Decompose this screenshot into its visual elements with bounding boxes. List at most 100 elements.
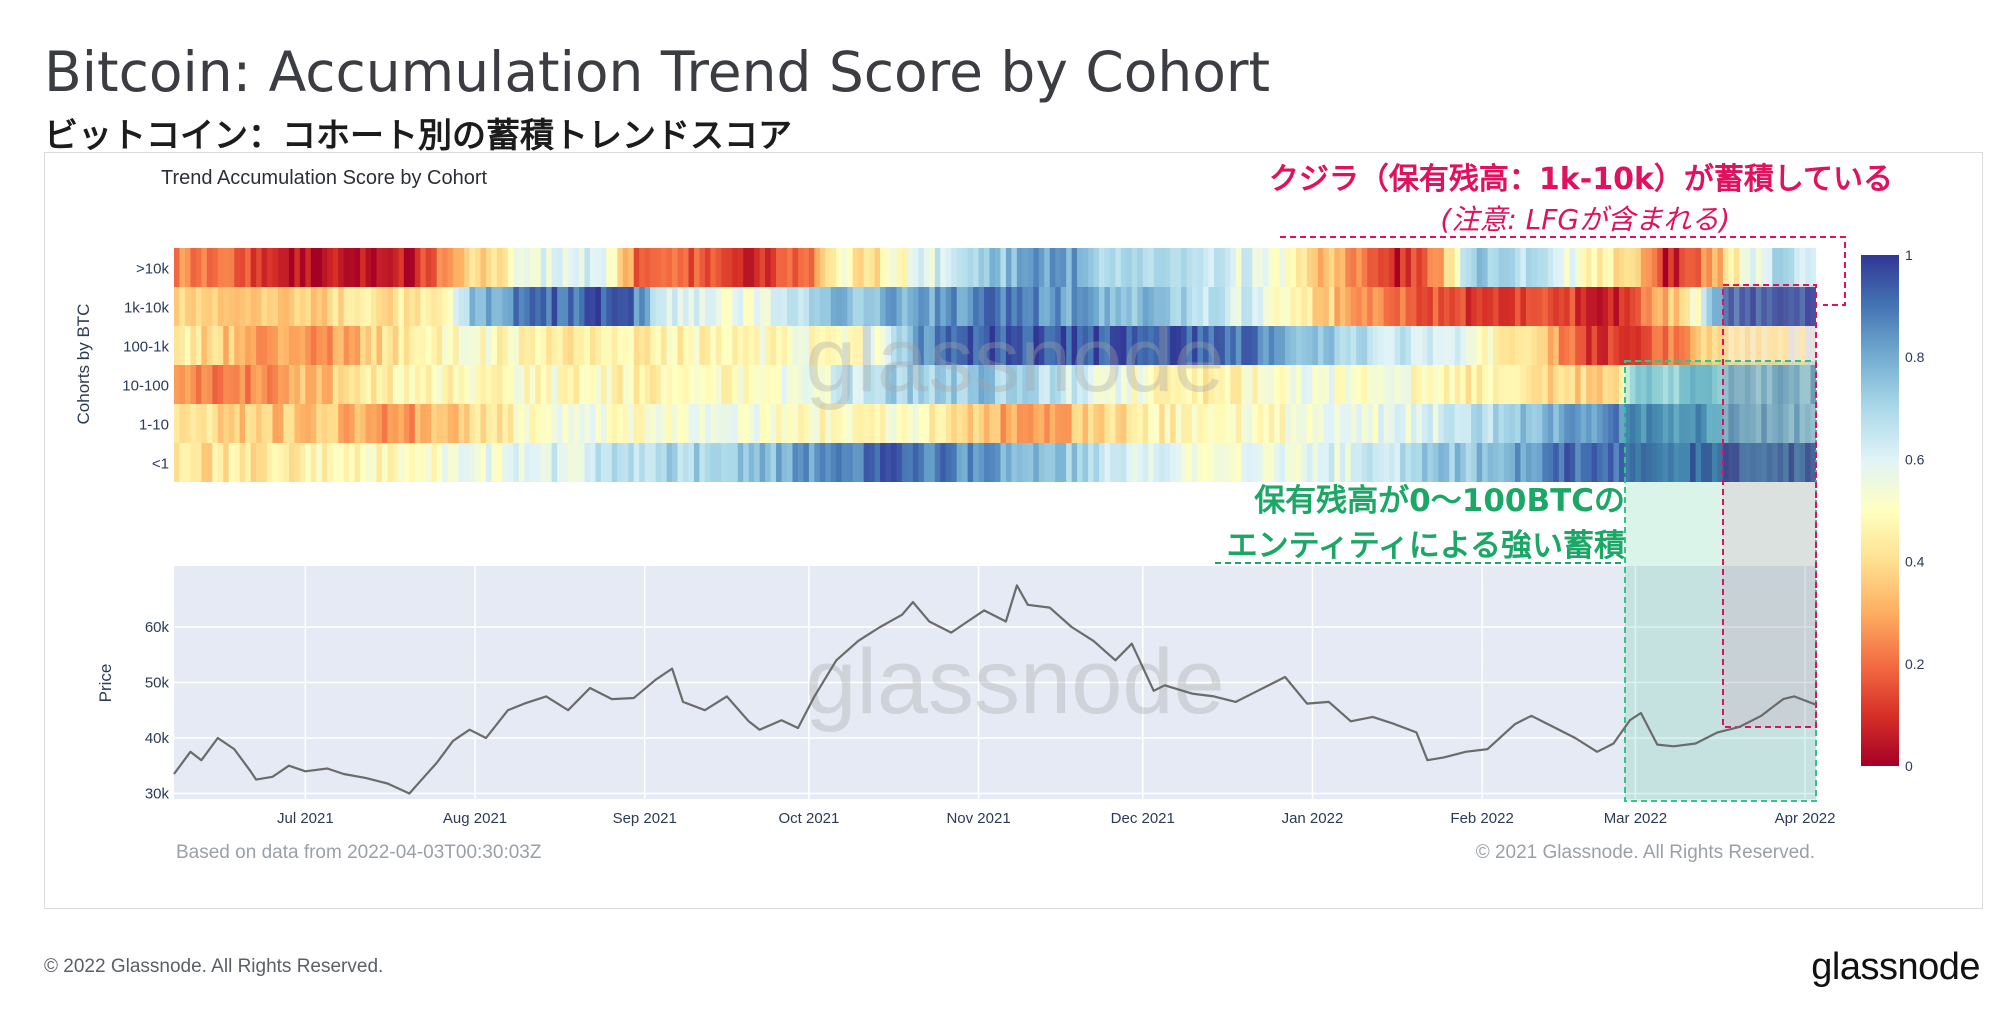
- heatmap-cell: [1197, 443, 1204, 482]
- heatmap-cell: [371, 326, 378, 365]
- heatmap-cell: [562, 326, 569, 365]
- heatmap-cell: [967, 404, 974, 443]
- heatmap-cell: [1109, 287, 1117, 326]
- cohort-label: 100-1k: [123, 339, 169, 356]
- heatmap-cell: [310, 248, 318, 287]
- heatmap-cell: [475, 326, 482, 365]
- heatmap-cell: [1142, 443, 1150, 482]
- heatmap-cell: [190, 287, 197, 326]
- heatmap-cell: [1679, 287, 1686, 326]
- heatmap-cell: [1586, 365, 1593, 404]
- heatmap-cell: [1657, 248, 1664, 287]
- heatmap-cell: [584, 287, 591, 326]
- heatmap-cell: [431, 404, 438, 443]
- heatmap-cell: [1717, 365, 1724, 404]
- heatmap-cell: [595, 365, 602, 404]
- heatmap-cell: [573, 365, 580, 404]
- heatmap-cell: [1810, 443, 1816, 482]
- heatmap-cell: [1131, 326, 1139, 365]
- heatmap-cell: [1071, 287, 1078, 326]
- heatmap-cell: [984, 404, 991, 443]
- heatmap-cell: [398, 365, 405, 404]
- heatmap-cell: [1531, 365, 1538, 404]
- heatmap-cell: [562, 404, 569, 443]
- heatmap-cell: [819, 404, 827, 443]
- heatmap-cell: [644, 326, 651, 365]
- heatmap-cell: [398, 287, 405, 326]
- heatmap-cell: [781, 365, 788, 404]
- heatmap-cell: [1060, 365, 1067, 404]
- heatmap-cell: [595, 248, 602, 287]
- heatmap-cell: [1794, 326, 1801, 365]
- heatmap-cell: [1608, 248, 1615, 287]
- heatmap-cell: [573, 287, 580, 326]
- heatmap-cell: [1668, 365, 1675, 404]
- heatmap-cell: [1093, 248, 1100, 287]
- heatmap-cell: [891, 365, 898, 404]
- heatmap-cell: [945, 248, 953, 287]
- heatmap-cell: [1783, 248, 1790, 287]
- heatmap-cell: [885, 365, 892, 404]
- heatmap-cell: [1345, 404, 1352, 443]
- heatmap-cell: [765, 443, 772, 482]
- heatmap-cell: [852, 248, 859, 287]
- heatmap-cell: [245, 365, 252, 404]
- heatmap-cell: [699, 443, 706, 482]
- heatmap-cell: [1405, 248, 1412, 287]
- heatmap-cell: [1542, 443, 1549, 482]
- heatmap-cell: [1312, 365, 1319, 404]
- heatmap-cell: [1465, 248, 1472, 287]
- small-holders-annotation-line1: 保有残高が0〜100BTCの: [1254, 483, 1625, 519]
- heatmap-cell: [469, 326, 476, 365]
- heatmap-cell: [1192, 404, 1199, 443]
- heatmap-cell: [529, 365, 537, 404]
- heatmap-cell: [644, 365, 651, 404]
- heatmap-cell: [1487, 326, 1494, 365]
- heatmap-cell: [425, 248, 433, 287]
- heatmap-cell: [431, 326, 438, 365]
- heatmap-cell: [1044, 326, 1051, 365]
- heatmap-cell: [748, 326, 755, 365]
- heatmap-cell: [1345, 287, 1352, 326]
- heatmap-cell: [1219, 365, 1226, 404]
- heatmap-cell: [1810, 326, 1816, 365]
- heatmap-cell: [310, 404, 318, 443]
- heatmap-cell: [524, 404, 531, 443]
- heatmap-cell: [496, 248, 504, 287]
- heatmap-cell: [1575, 326, 1582, 365]
- heatmap-cell: [1416, 365, 1423, 404]
- price-y-axis-label: Price: [96, 664, 115, 703]
- heatmap-cell: [606, 365, 613, 404]
- heatmap-cell: [661, 248, 668, 287]
- whale-bracket: [1280, 236, 1846, 306]
- heatmap-cell: [1618, 326, 1626, 365]
- heatmap-cell: [1799, 326, 1806, 365]
- heatmap-cell: [929, 365, 936, 404]
- heatmap-cell: [1651, 326, 1659, 365]
- heatmap-cell: [420, 365, 427, 404]
- heatmap-cell: [874, 365, 881, 404]
- heatmap-cell: [1438, 287, 1445, 326]
- heatmap-cell: [1777, 365, 1784, 404]
- heatmap-cell: [940, 365, 947, 404]
- heatmap-cell: [628, 365, 635, 404]
- heatmap-cell: [234, 404, 241, 443]
- heatmap-cell: [1400, 287, 1407, 326]
- heatmap-cell: [1005, 287, 1013, 326]
- heatmap-cell: [1690, 404, 1697, 443]
- heatmap-cell: [901, 443, 909, 482]
- heatmap-cell: [1290, 404, 1297, 443]
- heatmap-cell: [1235, 443, 1243, 482]
- heatmap-cell: [1509, 443, 1516, 482]
- heatmap-cell: [841, 443, 849, 482]
- heatmap-cell: [1148, 326, 1155, 365]
- heatmap-cell: [1673, 326, 1680, 365]
- heatmap-cell: [1164, 443, 1171, 482]
- heatmap-cell: [1383, 365, 1390, 404]
- cohort-label: <1: [152, 456, 169, 473]
- heatmap-cell: [781, 326, 788, 365]
- heatmap-cell: [1580, 404, 1587, 443]
- heatmap-cell: [1350, 443, 1358, 482]
- heatmap-cell: [513, 365, 520, 404]
- heatmap-cell: [195, 404, 203, 443]
